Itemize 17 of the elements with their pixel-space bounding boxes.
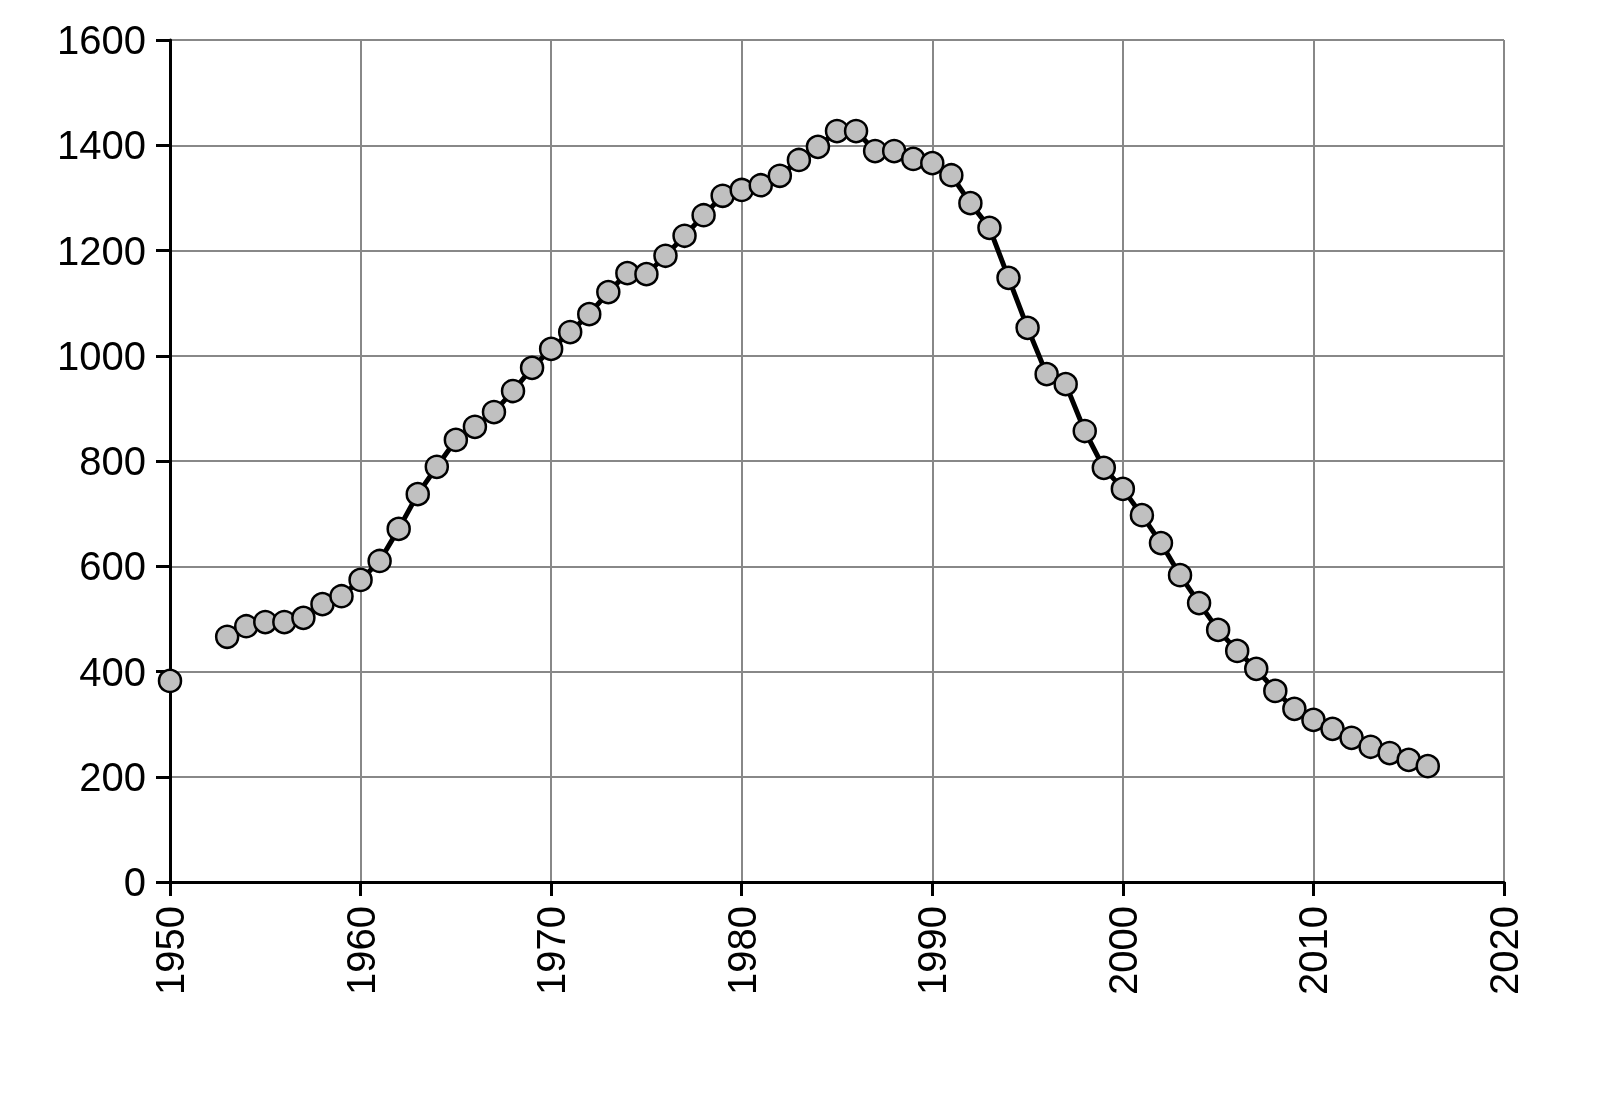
y-tick-label: 200 (79, 754, 146, 799)
y-tick-label: 1600 (57, 18, 146, 62)
y-tick-label: 1400 (57, 123, 146, 168)
y-tick-label: 0 (123, 860, 146, 904)
x-tick-label: 1950 (148, 906, 192, 995)
y-tick-label: 1000 (57, 333, 146, 378)
x-tick-label: 2020 (1482, 906, 1526, 995)
y-tick-label: 1200 (57, 228, 146, 273)
y-tick-label: 600 (79, 544, 146, 589)
x-tick-label: 1980 (719, 906, 764, 995)
y-tick-label: 400 (79, 649, 146, 694)
x-tick-label: 2000 (1100, 906, 1145, 995)
x-tick-label: 1960 (338, 906, 383, 995)
x-tick-label: 2010 (1291, 906, 1336, 995)
x-tick-label: 1990 (910, 906, 955, 995)
y-tick-label: 800 (79, 439, 146, 483)
x-tick-label: 1970 (529, 906, 574, 995)
